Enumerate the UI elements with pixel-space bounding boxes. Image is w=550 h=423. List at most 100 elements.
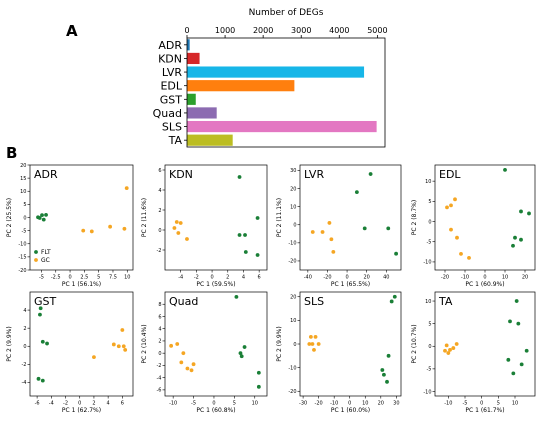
x-tick-label: 5 <box>97 275 100 281</box>
point-flt <box>382 372 386 377</box>
point-gc <box>116 344 121 349</box>
x-axis-label: PC 1 (60.8%) <box>196 407 235 414</box>
bar-category-label: ADR <box>158 39 182 52</box>
x-axis-label: PC 1 (60.9%) <box>465 281 504 288</box>
x-tick-label: 4 <box>107 401 110 407</box>
x-tick-label: 10 <box>512 401 518 407</box>
point-flt <box>40 213 44 218</box>
panel-title: ADR <box>34 168 58 181</box>
x-tick-label: 10 <box>252 401 258 407</box>
plot-frame <box>299 291 402 397</box>
point-gc <box>310 230 315 234</box>
x-tick-label: 10 <box>362 401 368 407</box>
x-tick-label: 0 <box>210 275 213 281</box>
bar-x-tick-label: 1000 <box>215 26 235 35</box>
point-flt <box>524 348 529 353</box>
x-tick-label: 5 <box>497 401 500 407</box>
point-flt <box>38 312 42 317</box>
point-flt <box>519 362 524 367</box>
x-tick-label: -40 <box>304 275 312 281</box>
point-gc <box>307 342 312 346</box>
y-tick-label: 0 <box>158 351 161 357</box>
x-tick-label: 20 <box>363 275 369 281</box>
x-tick-label: 20 <box>522 275 528 281</box>
point-flt <box>237 233 242 237</box>
point-gc <box>185 237 189 241</box>
y-tick-label: -4 <box>157 375 162 381</box>
x-tick-label: -10 <box>461 275 469 281</box>
y-tick-label: -6 <box>157 388 162 394</box>
x-tick-label: 10 <box>124 275 130 281</box>
point-flt <box>511 243 515 248</box>
point-flt <box>392 294 397 299</box>
point-flt <box>514 299 519 303</box>
point-gc <box>316 342 321 346</box>
x-tick-label: 40 <box>383 275 389 281</box>
point-flt <box>386 353 391 358</box>
y-tick-label: -5 <box>22 228 27 234</box>
x-tick-label: 4 <box>242 275 245 281</box>
point-flt <box>513 235 517 240</box>
bar-chart-frame <box>186 37 386 148</box>
x-axis-label: PC 1 (56.1%) <box>62 281 101 288</box>
y-tick-label: 20 <box>290 295 296 301</box>
panel-title: LVR <box>304 168 324 181</box>
x-tick-label: 6 <box>258 275 261 281</box>
x-tick-label: -30 <box>299 401 307 407</box>
point-flt <box>519 209 523 214</box>
bar-chart-title: Number of DEGs <box>249 8 324 18</box>
y-axis-label: PC 2 (10.4%) <box>141 324 148 363</box>
x-tick-label: -5 <box>39 275 44 281</box>
point-flt <box>516 321 521 326</box>
x-tick-label: 0 <box>345 275 348 281</box>
x-axis-label: PC 1 (60.0%) <box>331 407 370 414</box>
bar-kdn <box>187 52 200 65</box>
y-tick-label: 30 <box>290 168 296 174</box>
point-gc <box>120 328 125 332</box>
pca-panel-ta: -10 -5 0 5 10 -10 -5 0 5 10 TA PC 1 (61.7%) PC 2 (10… <box>411 291 536 414</box>
x-tick-label: 5 <box>233 401 236 407</box>
point-flt <box>256 370 261 375</box>
x-tick-label: -2.5 <box>51 275 61 281</box>
point-gc <box>111 342 116 347</box>
y-tick-label: -2 <box>22 362 27 368</box>
x-tick-label: -10 <box>444 401 452 407</box>
y-tick-label: 10 <box>290 318 296 324</box>
y-tick-label: -10 <box>288 241 296 247</box>
point-gc <box>92 355 96 360</box>
point-flt <box>508 319 512 324</box>
bar-category-label: SLS <box>162 121 182 134</box>
plot-frame <box>164 164 268 271</box>
plot-frame <box>434 164 536 271</box>
x-tick-label: 0 <box>483 275 486 281</box>
x-tick-label: -20 <box>315 401 323 407</box>
pca-panel-adr: -5 -2.5 0 2.5 5 7.5 10 -20 -15 -10 -5 0 5 10 15 20 ADR PC… <box>6 163 134 288</box>
point-flt <box>519 237 523 242</box>
x-axis-label: PC 1 (59.5%) <box>196 281 235 288</box>
x-axis-label: PC 1 (62.7%) <box>62 407 101 414</box>
y-tick-label: 4 <box>158 327 161 333</box>
x-tick-label: -6 <box>35 401 40 407</box>
point-gc <box>172 226 177 230</box>
y-axis-label: PC 2 (9.9%) <box>276 326 283 361</box>
point-gc <box>191 362 196 367</box>
bar-x-tick-label: 5000 <box>367 26 387 35</box>
y-tick-label: 2 <box>158 208 161 214</box>
point-gc <box>308 335 313 339</box>
y-tick-label: 0 <box>158 228 161 234</box>
y-tick-label: -5 <box>427 367 432 373</box>
y-tick-label: 6 <box>158 168 161 174</box>
point-gc <box>174 220 179 224</box>
point-flt <box>239 354 244 359</box>
point-gc <box>451 346 456 350</box>
x-tick-label: 20 <box>378 401 384 407</box>
pca-panel-lvr: -40 -20 0 20 40 -20 -10 0 10 20 30 LVR PC 1 (65.5%) P… <box>276 164 402 288</box>
point-gc <box>185 366 190 371</box>
y-tick-label: -10 <box>288 365 296 371</box>
y-tick-label: 8 <box>158 302 161 308</box>
bar-category-label: KDN <box>158 52 182 65</box>
y-tick-label: 0 <box>23 344 26 350</box>
bar-quad <box>187 107 217 119</box>
point-flt <box>255 216 260 220</box>
